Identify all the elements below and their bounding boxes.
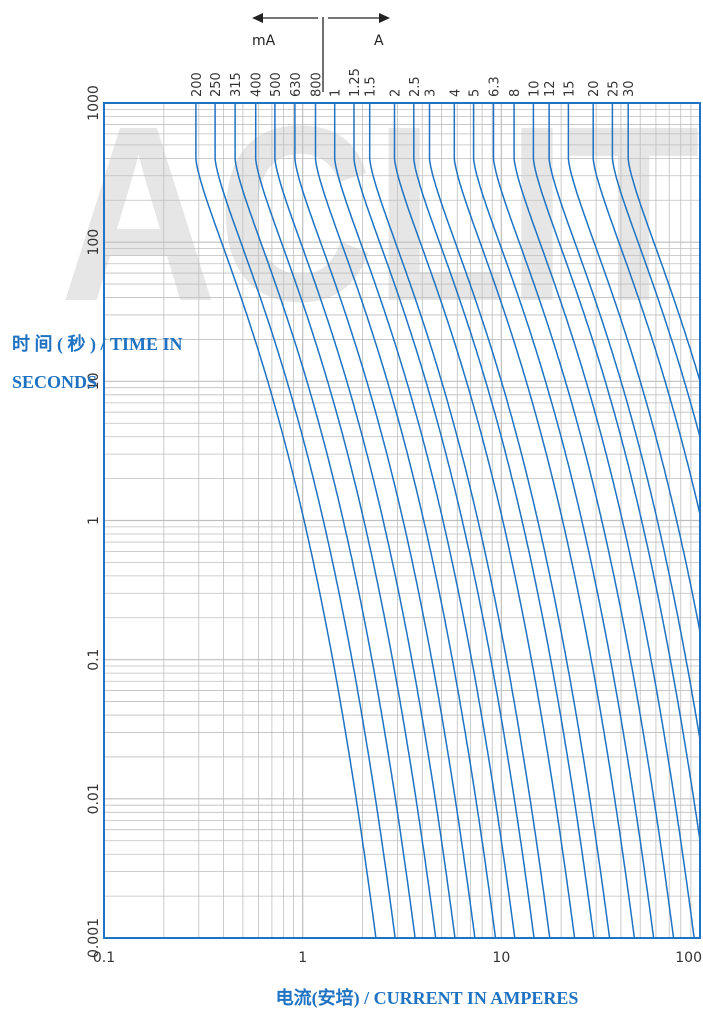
y-tick-label: 1000 <box>86 85 102 121</box>
curve-1.5 <box>368 103 551 939</box>
y-tick-label: 0.01 <box>86 783 102 814</box>
series-label: 2.5 <box>408 76 423 97</box>
series-labels: 200 250 315 400 500 630 800 1 1.25 1.5 2 2.5 3 4 5 6.3 8… <box>190 68 637 97</box>
y-tick-label: 100 <box>86 229 102 256</box>
plot-frame <box>103 102 701 939</box>
curve-4 <box>453 103 636 939</box>
curve-15 <box>567 103 701 632</box>
curve-250 <box>214 103 396 939</box>
curve-800 <box>314 103 497 939</box>
curve-10 <box>532 103 701 844</box>
y-tick-label: 0.001 <box>86 918 102 958</box>
y-tick-label: 1 <box>86 516 102 525</box>
series-label: 25 <box>606 80 621 97</box>
curve-6.3 <box>492 103 675 939</box>
series-label: 3 <box>424 89 439 97</box>
ma-arrowhead <box>252 13 263 23</box>
curve-2 <box>393 103 576 939</box>
curve-2.5 <box>413 103 595 939</box>
curves <box>195 103 701 939</box>
y-axis-title-line2: SECONDS <box>12 372 97 392</box>
curve-8 <box>513 103 695 939</box>
curve-12 <box>548 103 701 741</box>
series-label: 15 <box>562 80 577 97</box>
series-label: 30 <box>622 80 637 97</box>
curve-20 <box>592 103 701 516</box>
series-label: 5 <box>468 89 483 97</box>
x-tick-label: 100 <box>675 950 702 966</box>
series-label: 200 <box>190 72 205 97</box>
series-label: 400 <box>250 72 265 97</box>
y-tick-label: 10 <box>86 372 102 390</box>
curve-30 <box>627 103 701 382</box>
a-label: A <box>374 33 384 49</box>
series-label: 12 <box>543 80 558 97</box>
x-tick-label: 0.1 <box>93 950 115 966</box>
series-label: 10 <box>527 80 542 97</box>
grid <box>104 103 700 938</box>
curve-25 <box>611 103 701 440</box>
series-label: 8 <box>508 89 523 97</box>
series-label: 315 <box>229 72 244 97</box>
curve-1 <box>333 103 516 939</box>
series-label: 630 <box>289 72 304 97</box>
curve-630 <box>294 103 476 939</box>
unit-indicator: mA A <box>252 13 390 92</box>
y-tick-labels: 0.001 0.01 0.1 1 10 100 1000 <box>86 85 102 958</box>
series-label: 2 <box>389 89 404 97</box>
curve-1.25 <box>353 103 535 939</box>
watermark: ACLIT <box>60 74 700 353</box>
series-label: 6.3 <box>488 76 503 97</box>
curve-200 <box>195 103 377 939</box>
series-label: 20 <box>587 80 602 97</box>
series-label: 1.25 <box>348 68 363 97</box>
series-label: 4 <box>448 89 463 97</box>
curve-3 <box>428 103 611 939</box>
curve-315 <box>234 103 416 939</box>
curve-500 <box>274 103 456 939</box>
a-arrowhead <box>379 13 390 23</box>
series-label: 800 <box>310 72 325 97</box>
x-axis-title: 电流(安培) / CURRENT IN AMPERES <box>276 987 579 1009</box>
curve-400 <box>254 103 437 939</box>
series-label: 250 <box>209 72 224 97</box>
y-axis-title-line1: 时 间 ( 秒 ) / TIME IN <box>12 333 183 355</box>
ma-label: mA <box>252 33 276 49</box>
x-tick-labels: 0.1 1 10 100 <box>93 950 702 966</box>
x-tick-label: 10 <box>492 950 510 966</box>
curve-5 <box>472 103 655 939</box>
series-label: 1 <box>329 89 344 97</box>
series-label: 500 <box>269 72 284 97</box>
x-tick-label: 1 <box>298 950 307 966</box>
y-tick-label: 0.1 <box>86 649 102 671</box>
series-label: 1.5 <box>364 76 379 97</box>
